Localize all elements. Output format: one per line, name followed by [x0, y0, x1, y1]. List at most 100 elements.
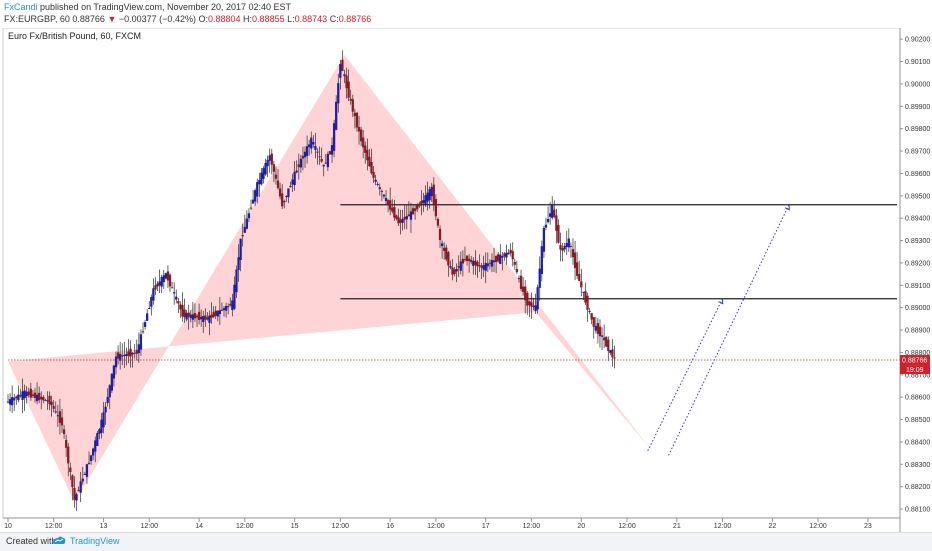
candle-body	[494, 255, 498, 262]
candle-body	[359, 129, 363, 142]
candle-body	[220, 309, 224, 311]
price-tick-label: 0.89600	[905, 171, 930, 178]
candle-body	[98, 429, 101, 434]
candle-body	[79, 481, 82, 493]
time-tick-label: 22	[768, 523, 776, 530]
candle-body	[295, 170, 298, 173]
candle-body	[119, 353, 122, 361]
candle-body	[179, 304, 182, 310]
candle-body	[524, 286, 527, 301]
candle-body	[195, 315, 199, 318]
candle-body	[490, 259, 494, 267]
countdown-label: 19:09	[906, 367, 924, 374]
candle-body	[613, 357, 616, 359]
candle-body	[499, 254, 502, 264]
author-link[interactable]: FxCandi	[4, 2, 38, 12]
candle-body	[332, 123, 336, 151]
candle-body	[592, 317, 595, 327]
time-tick-label: 12:00	[714, 523, 732, 530]
candle-body	[162, 275, 165, 283]
price-tick-label: 0.89400	[905, 216, 930, 223]
candle-body	[364, 145, 367, 153]
candle-body	[403, 216, 406, 220]
candle-body	[509, 249, 512, 254]
candle-body	[303, 151, 307, 158]
candle-body	[299, 158, 303, 168]
candle-body	[264, 163, 267, 175]
candle-body	[285, 196, 288, 198]
candle-body	[488, 262, 492, 264]
candle-body	[87, 462, 91, 464]
candle-body	[245, 218, 249, 229]
candle-body	[274, 174, 278, 179]
candle-body	[420, 200, 423, 205]
price-tick-label: 0.88600	[905, 395, 930, 402]
candle-body	[218, 310, 222, 315]
candle-body	[376, 183, 379, 185]
candle-body	[555, 215, 558, 231]
candle-body	[600, 335, 604, 337]
candle-body	[158, 281, 161, 286]
candle-body	[289, 185, 292, 188]
candle-body	[413, 208, 417, 211]
candle-body	[92, 448, 95, 456]
projection-line-1	[647, 298, 723, 452]
tradingview-brand[interactable]: TradingView	[70, 536, 120, 546]
last-price: 0.88766	[72, 14, 105, 24]
time-tick-label: 16	[386, 523, 394, 530]
candle-body	[472, 260, 475, 266]
candle-body	[318, 156, 321, 158]
candle-body	[513, 261, 516, 265]
candle-body	[254, 190, 257, 202]
current-price-marker: 0.88766 19:09	[8, 355, 930, 375]
pattern-xab-triangle	[8, 54, 536, 503]
candle-body	[461, 258, 465, 264]
candle-body	[584, 291, 587, 303]
projection-lines[interactable]	[647, 204, 790, 456]
candle-body	[69, 467, 72, 472]
candle-body	[148, 308, 151, 310]
price-tick-label: 0.90000	[905, 81, 930, 88]
candle-body	[243, 226, 246, 233]
candle-body	[426, 192, 429, 202]
candle-body	[191, 314, 195, 320]
candle-body	[15, 396, 18, 399]
price-tick-label: 0.89000	[905, 305, 930, 312]
candle-body	[455, 268, 458, 272]
price-tick-label: 0.90200	[905, 37, 930, 44]
candle-body	[141, 331, 145, 333]
candle-body	[611, 349, 614, 358]
candle-body	[580, 281, 583, 288]
candle-body	[434, 199, 438, 217]
candle-body	[52, 405, 55, 409]
open-value: 0.88804	[207, 14, 241, 24]
candle-body	[81, 478, 84, 482]
candle-body	[428, 189, 431, 201]
candle-body	[270, 153, 273, 165]
candle-body	[222, 308, 226, 311]
countdown-badge	[900, 365, 930, 375]
candle-body	[160, 277, 163, 287]
candle-body	[526, 292, 529, 306]
candle-body	[378, 187, 381, 190]
candle-body	[470, 259, 473, 263]
candle-body	[301, 155, 305, 159]
horizontal-levels[interactable]	[340, 204, 897, 300]
price-tick-label: 0.88800	[905, 350, 930, 357]
candle-body	[127, 351, 130, 356]
candle-body	[146, 313, 149, 321]
candle-body	[569, 245, 573, 247]
candle-body	[260, 172, 263, 185]
candle-body	[308, 144, 311, 148]
time-tick-label: 12:00	[618, 523, 636, 530]
candle-body	[459, 261, 462, 271]
candle-body	[322, 164, 325, 167]
candle-body	[139, 334, 143, 350]
candle-body	[536, 287, 539, 310]
candle-body	[330, 145, 334, 155]
symbol-interval: FX:EURGBP, 60	[4, 14, 70, 24]
price-chart[interactable]: 0.90200 0.90100 0.90000 0.89900 0.89800 0.897…	[0, 28, 932, 532]
candle-body	[551, 204, 554, 218]
candle-body	[106, 396, 109, 403]
candle-body	[540, 246, 543, 275]
